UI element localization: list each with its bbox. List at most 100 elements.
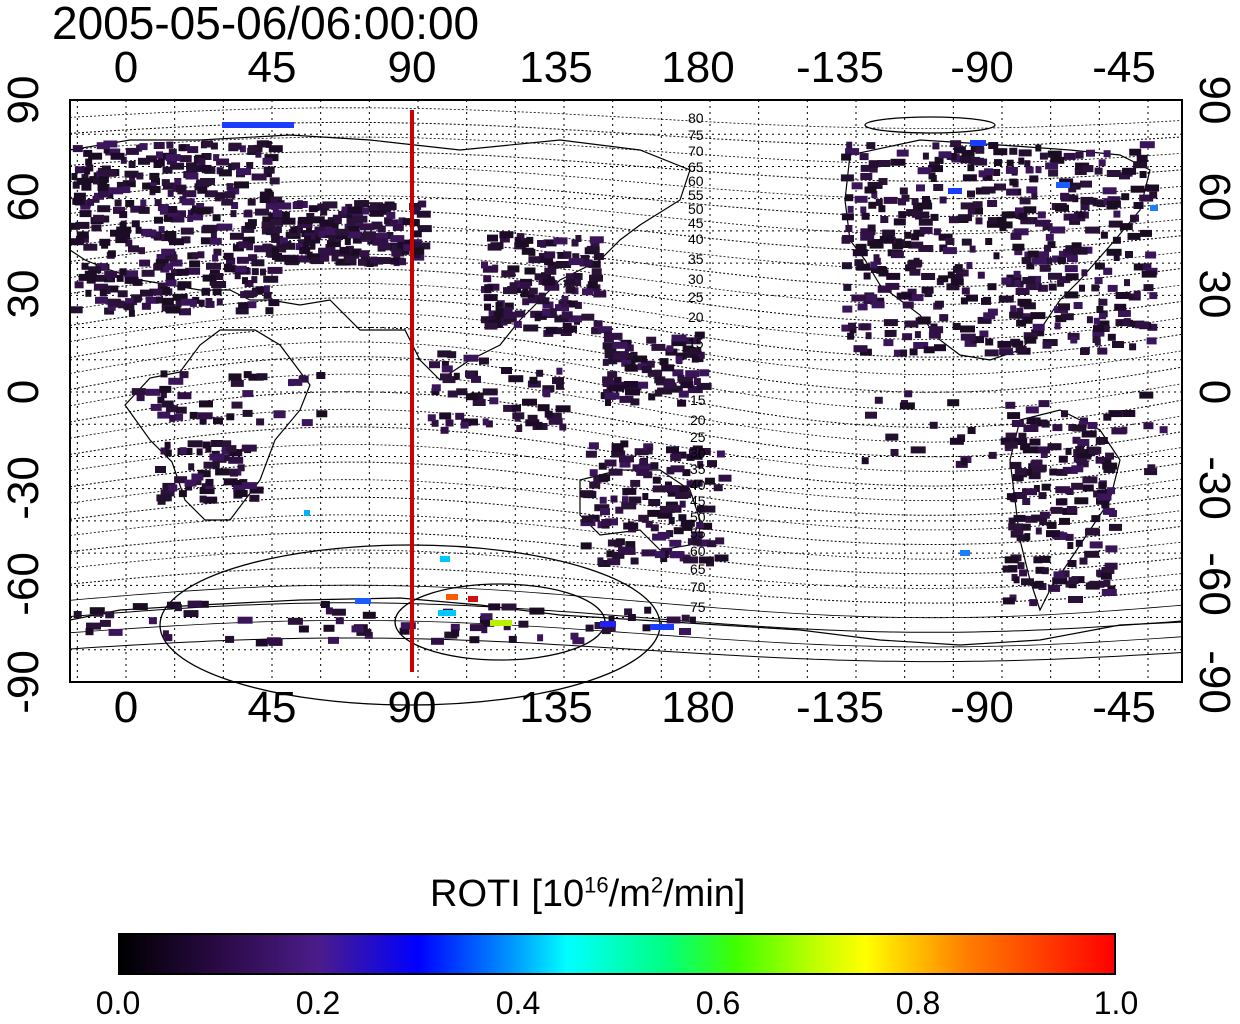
roti-cell (1047, 241, 1056, 249)
roti-cell (88, 266, 102, 274)
roti-cell (463, 354, 479, 362)
roti-cell (169, 259, 183, 267)
roti-cell (149, 288, 163, 296)
roti-cell (525, 419, 540, 427)
roti-cell (528, 287, 538, 295)
contour-label-south: 75 (690, 599, 706, 615)
roti-cell (530, 310, 540, 318)
roti-cell (1139, 194, 1154, 202)
roti-cell (1122, 410, 1136, 417)
roti-cell (593, 320, 603, 328)
roti-cell (644, 606, 652, 614)
roti-cell (1022, 277, 1036, 284)
roti-cell (545, 326, 557, 334)
roti-cell (1118, 310, 1127, 317)
roti-cell (877, 285, 892, 293)
roti-cell (390, 235, 405, 243)
roti-cell (241, 482, 257, 490)
roti-cell (201, 288, 210, 296)
mlat-contour (69, 584, 1183, 619)
roti-cell-high (438, 610, 456, 616)
roti-cell (591, 268, 602, 276)
roti-cell (604, 351, 620, 359)
roti-cell (678, 390, 689, 398)
roti-cell (636, 468, 650, 476)
roti-cell (1064, 291, 1079, 299)
roti-cell (301, 419, 313, 427)
roti-cell (481, 619, 495, 627)
roti-cell (917, 316, 931, 324)
roti-cell (114, 199, 122, 207)
roti-cell (582, 255, 590, 263)
roti-cell (563, 325, 577, 333)
roti-cell (889, 329, 897, 337)
roti-cell (228, 449, 243, 457)
roti-cell (1019, 197, 1031, 205)
roti-cell (282, 242, 296, 250)
roti-cell (209, 278, 217, 286)
roti-cell (157, 282, 168, 290)
roti-cell (224, 191, 236, 199)
roti-cell (243, 290, 257, 298)
roti-cell (1075, 446, 1085, 453)
roti-cell (1044, 244, 1051, 252)
roti-cell (704, 477, 715, 485)
roti-cell (1015, 288, 1030, 295)
roti-cell (125, 239, 133, 247)
roti-cell (243, 371, 252, 379)
roti-cell (1023, 206, 1037, 214)
roti-cell (226, 445, 237, 453)
roti-cell (164, 634, 173, 642)
roti-cell (203, 140, 213, 148)
roti-cell (1086, 149, 1095, 157)
roti-cell (977, 316, 992, 324)
roti-cell (929, 161, 940, 169)
roti-cell (1084, 550, 1100, 558)
roti-cell (503, 404, 517, 412)
roti-cell (328, 636, 339, 644)
roti-cell (362, 207, 370, 215)
roti-cell (1139, 141, 1155, 149)
roti-cell-high (1056, 182, 1070, 188)
roti-cell (1013, 576, 1020, 584)
roti-cell (607, 558, 621, 566)
roti-cell (108, 187, 124, 195)
roti-cell (607, 371, 618, 379)
roti-cell (916, 184, 925, 192)
roti-cell (938, 275, 949, 283)
roti-cell (1048, 283, 1057, 291)
roti-cell (351, 248, 362, 256)
roti-cell (324, 228, 337, 235)
roti-cell (556, 261, 572, 268)
roti-cell (553, 237, 568, 245)
roti-cell (241, 225, 255, 233)
roti-cell (1133, 263, 1143, 271)
roti-cell (76, 231, 89, 239)
roti-cell (690, 452, 703, 460)
roti-cell (544, 283, 560, 291)
roti-cell (529, 607, 545, 615)
roti-cell (139, 259, 151, 267)
roti-cell (264, 154, 279, 162)
roti-cell (256, 373, 268, 381)
roti-cell (189, 260, 201, 268)
mlat-contour (69, 637, 1183, 663)
roti-cell (1101, 567, 1115, 574)
roti-cell (969, 245, 976, 253)
roti-cell (567, 286, 576, 294)
roti-cell (450, 623, 460, 631)
roti-cell (226, 183, 234, 191)
roti-cell (85, 289, 92, 297)
roti-cell (1025, 406, 1039, 414)
roti-cell (164, 231, 177, 238)
roti-cell (589, 469, 598, 477)
roti-cell (878, 205, 886, 213)
roti-cell (514, 236, 521, 244)
roti-cell (161, 179, 170, 187)
roti-cell (1135, 321, 1150, 329)
roti-cell (130, 205, 146, 213)
roti-cell (606, 624, 616, 632)
roti-cell (125, 200, 135, 207)
contour-label-south: 55 (690, 525, 706, 541)
roti-cell (634, 448, 649, 456)
